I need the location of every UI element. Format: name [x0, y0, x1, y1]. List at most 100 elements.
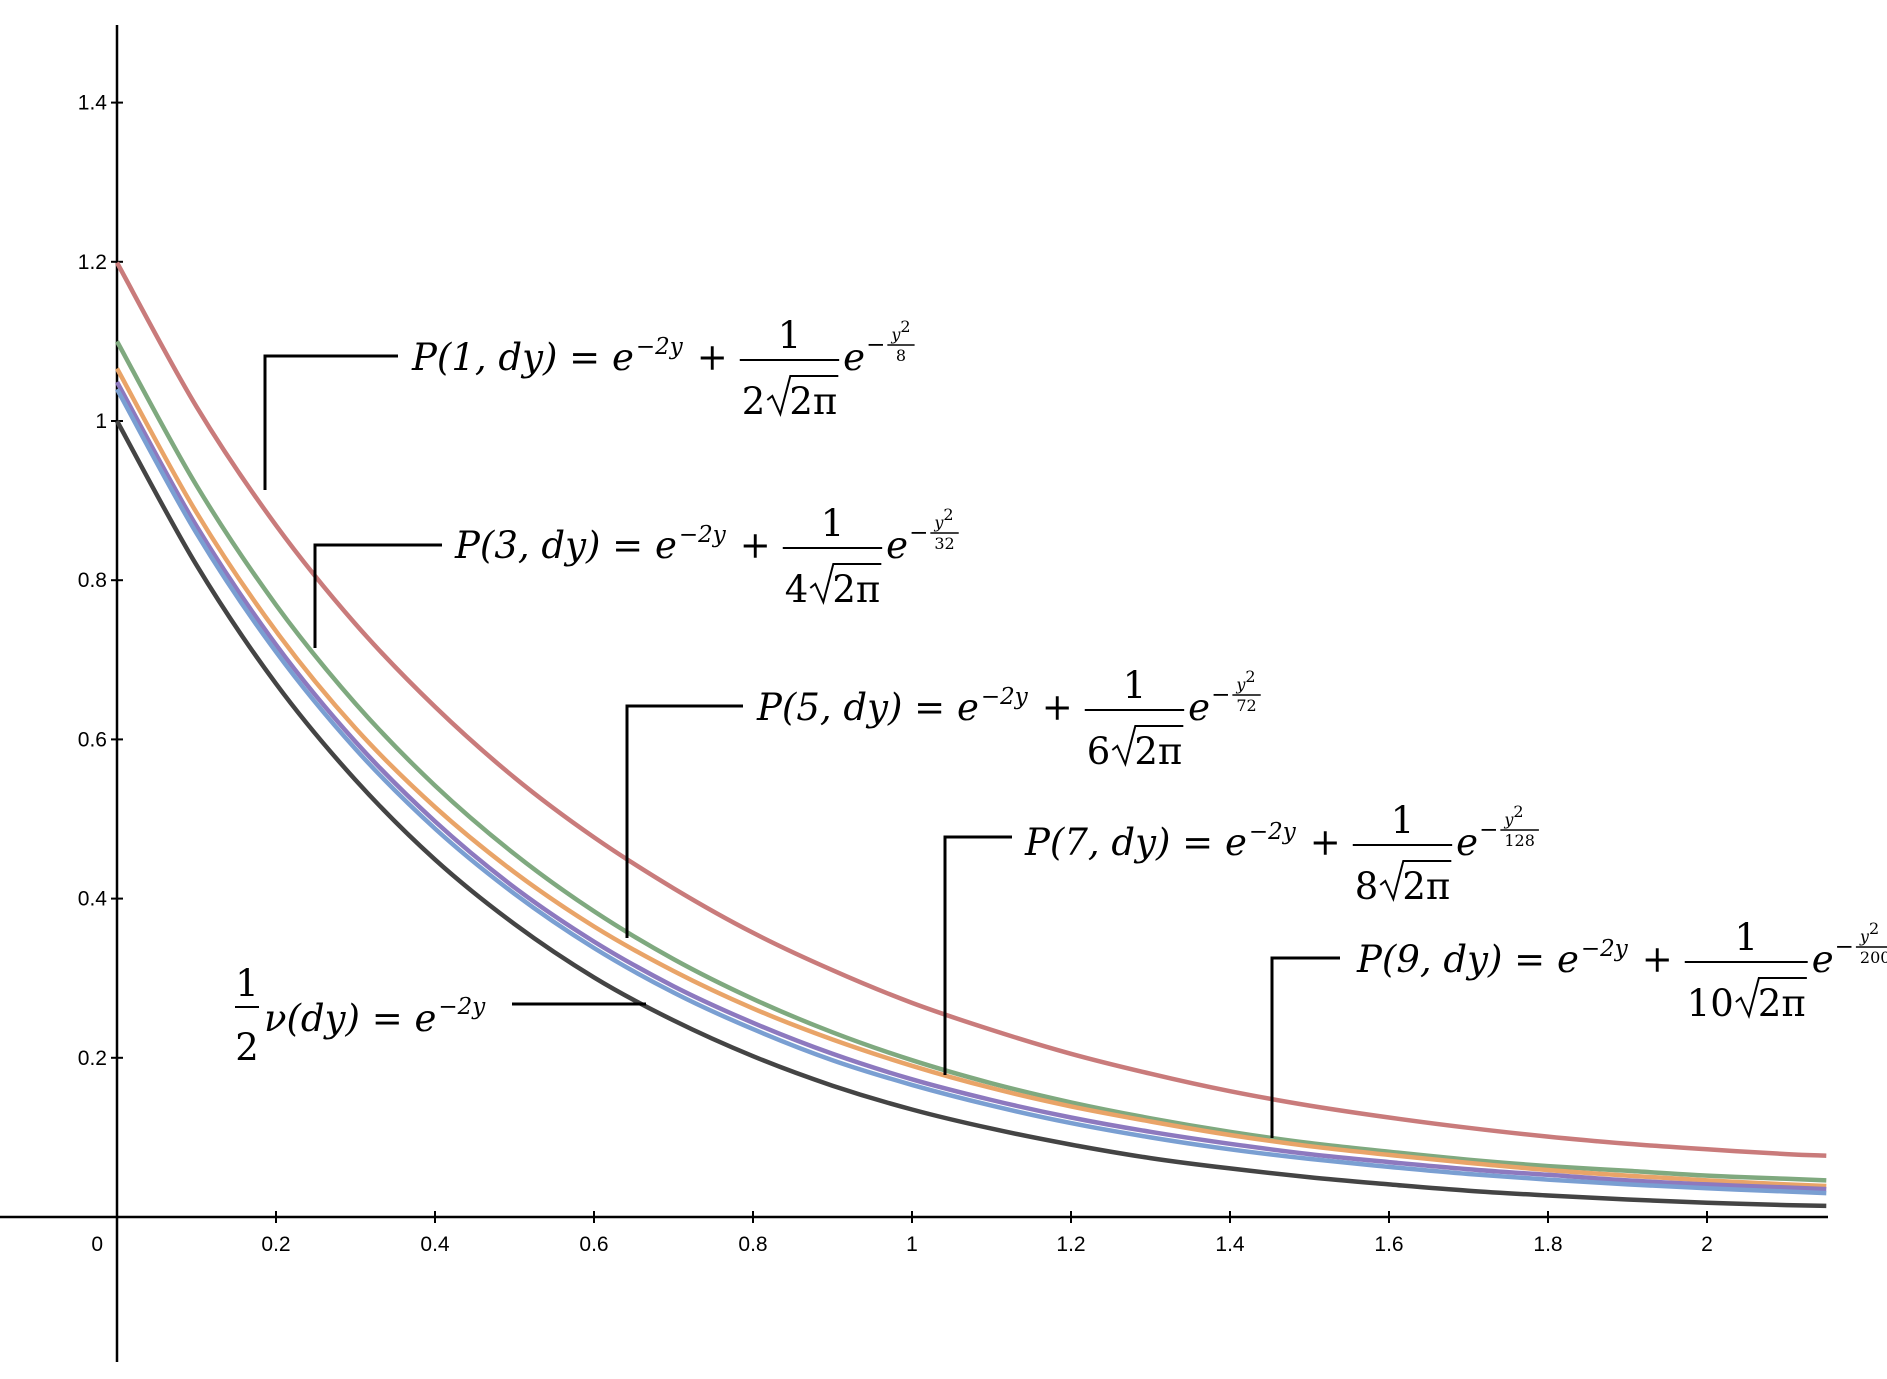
y-tick-label: 1.2 — [78, 251, 107, 274]
x-tick-label: 0.8 — [738, 1233, 767, 1256]
formula-exponent: −2y — [1249, 819, 1297, 845]
x-tick-label: 2 — [1701, 1233, 1713, 1256]
x-tick-label: 0.2 — [261, 1233, 290, 1256]
formula-minus: − — [1479, 817, 1498, 843]
formula-den-root: 2π — [1758, 982, 1806, 1025]
formula-numerator: 1 — [821, 502, 845, 545]
formula-exp-num: y — [1859, 927, 1870, 946]
formula-exp-den: 32 — [934, 534, 954, 553]
formula-minus: − — [866, 332, 885, 358]
formula-exp-pow: 2 — [900, 317, 910, 336]
formula-e: e — [1188, 686, 1210, 729]
formula-den-root: 2π — [832, 568, 880, 611]
nu-denominator: 2 — [235, 1026, 259, 1069]
formula-plus: + — [1310, 821, 1341, 864]
formula-exp-pow: 2 — [1245, 667, 1255, 686]
y-tick-label: 0.2 — [78, 1047, 107, 1070]
formula-exp-pow: 2 — [943, 505, 953, 524]
formula-lhs: P(9, dy) = e — [1356, 938, 1579, 981]
series-line-3 — [115, 367, 1827, 1189]
formula-exp-pow: 2 — [1513, 802, 1523, 821]
curves — [115, 261, 1827, 1209]
formula-lhs: P(7, dy) = e — [1024, 821, 1247, 864]
sqrt-symbol — [809, 563, 882, 606]
formula-p9: P(9, dy) = e −2y +10 2π1 e − y 2 200 — [1356, 916, 1887, 1025]
sqrt-symbol — [766, 375, 839, 418]
ticks: 0.2 0.4 0.6 0.8 1 1.2 1.4 1.6 1.8 20.20.40.60.811… — [78, 92, 1713, 1256]
y-tick-label: 0.6 — [78, 728, 107, 751]
formula-den-coef: 8 — [1355, 865, 1379, 908]
x-tick-label: 1 — [906, 1233, 918, 1256]
formula-numerator: 1 — [778, 314, 802, 357]
series-line-4 — [115, 380, 1827, 1192]
formula-e: e — [843, 336, 865, 379]
axes — [0, 25, 1828, 1362]
formula-den-coef: 4 — [785, 568, 809, 611]
formula-den-coef: 10 — [1687, 982, 1734, 1025]
formula-exponent: −2y — [636, 334, 684, 360]
formula-exponent: −2y — [981, 684, 1029, 710]
callout-leader — [313, 543, 442, 648]
x-tick-label: 0.6 — [579, 1233, 608, 1256]
formula-plus: + — [740, 524, 771, 567]
formula-p7: P(7, dy) = e −2y +8 2π 1e − y 2 128 — [1024, 799, 1539, 908]
formula-exponent: −2y — [1581, 936, 1629, 962]
x-tick-label: 0.4 — [420, 1233, 450, 1256]
formula-exp-den: 128 — [1504, 831, 1535, 850]
series-line-5 — [115, 388, 1827, 1196]
formula-p5: P(5, dy) = e −2y +6 2π 1e − y 2 72 — [756, 664, 1261, 773]
formula-den-root: 2π — [789, 380, 837, 423]
formula-exp-num: y — [890, 325, 901, 344]
formula-minus: − — [1211, 682, 1230, 708]
sqrt-symbol — [1735, 977, 1807, 1020]
y-tick-label: 0.4 — [78, 888, 108, 911]
y-tick-label: 1 — [95, 410, 107, 433]
formula-plus: + — [697, 336, 728, 379]
formula-exp-den: 8 — [896, 346, 906, 365]
series-line-1 — [115, 261, 1827, 1158]
formula-den-root: 2π — [1402, 865, 1450, 908]
nu-numerator: 1 — [235, 962, 259, 1005]
formula-minus: − — [909, 520, 928, 546]
formula-exp-num: y — [933, 513, 944, 532]
formula-exp-num: y — [1235, 675, 1246, 694]
y-tick-label: 0.8 — [78, 569, 107, 592]
formula-nu: 1 2ν(dy) = e −2y — [235, 962, 486, 1069]
formula-exp-den: 200 — [1860, 948, 1887, 967]
y-tick-label: 1.4 — [78, 92, 108, 115]
formula-den-root: 2π — [1134, 730, 1182, 773]
origin-label: 0 — [91, 1233, 103, 1256]
formula-lhs: P(5, dy) = e — [756, 686, 979, 729]
sqrt-symbol — [1379, 860, 1452, 903]
x-tick-label: 1.8 — [1533, 1233, 1562, 1256]
formula-e: e — [1812, 938, 1834, 981]
nu-exponent: −2y — [438, 994, 486, 1020]
callouts — [263, 354, 1340, 1138]
formula-exp-num: y — [1503, 810, 1514, 829]
formula-numerator: 1 — [1123, 664, 1147, 707]
callout-leader — [1270, 956, 1340, 1138]
formula-exp-den: 72 — [1236, 696, 1256, 715]
series-line-6 — [115, 419, 1827, 1209]
sqrt-symbol — [1111, 725, 1184, 768]
formula-exp-pow: 2 — [1869, 919, 1879, 938]
formula-plus: + — [1042, 686, 1073, 729]
formula-e: e — [1456, 821, 1478, 864]
formula-numerator: 1 — [1391, 799, 1415, 842]
formula-den-coef: 6 — [1087, 730, 1111, 773]
formula-lhs: P(3, dy) = e — [454, 524, 677, 567]
x-tick-label: 1.2 — [1056, 1233, 1085, 1256]
x-tick-label: 1.4 — [1215, 1233, 1245, 1256]
callout-leader — [263, 354, 398, 490]
formula-den-coef: 2 — [742, 380, 766, 423]
formula-plus: + — [1642, 938, 1673, 981]
callout-leader — [943, 835, 1012, 1075]
callout-leader — [625, 704, 743, 938]
series-line-2 — [115, 340, 1827, 1183]
formula-numerator: 1 — [1734, 916, 1758, 959]
formula-p3: P(3, dy) = e −2y +4 2π 1e − y 2 32 — [454, 502, 959, 611]
formula-e: e — [886, 524, 908, 567]
